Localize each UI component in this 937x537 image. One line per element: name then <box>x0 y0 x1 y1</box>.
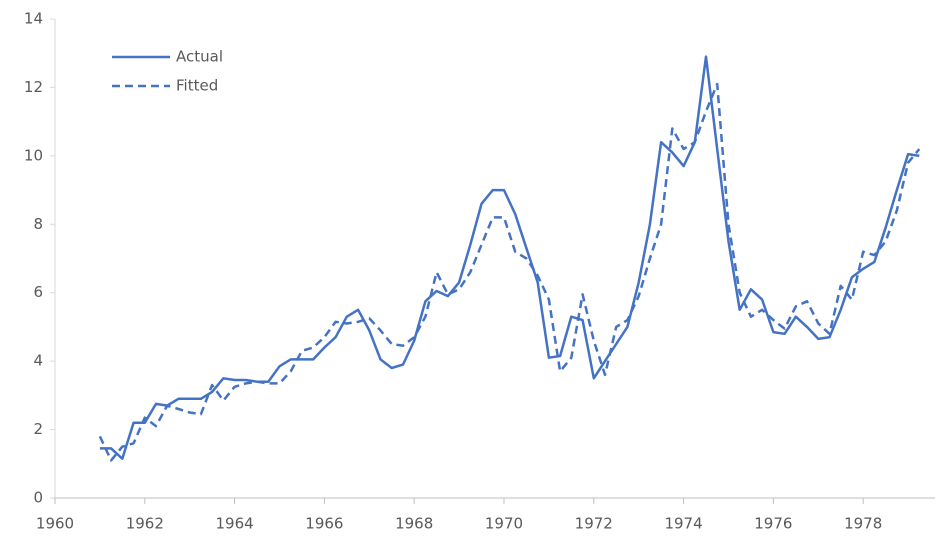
legend-label: Fitted <box>176 77 218 95</box>
x-tick-label: 1976 <box>754 515 792 533</box>
y-tick-label: 6 <box>33 283 43 301</box>
x-tick-label: 1968 <box>395 515 433 533</box>
x-tick-label: 1974 <box>664 515 702 533</box>
y-tick-label: 14 <box>24 10 43 28</box>
x-tick-label: 1978 <box>844 515 882 533</box>
y-tick-label: 10 <box>24 146 43 164</box>
x-tick-label: 1970 <box>485 515 523 533</box>
x-tick-label: 1964 <box>215 515 253 533</box>
series-line <box>99 55 920 460</box>
legend-label: Actual <box>176 48 223 66</box>
y-tick-label: 4 <box>33 352 43 370</box>
y-tick-label: 12 <box>24 78 43 96</box>
x-tick-label: 1972 <box>575 515 613 533</box>
y-tick-label: 2 <box>33 420 43 438</box>
y-tick-label: 8 <box>33 215 43 233</box>
series-line <box>98 82 921 462</box>
y-tick-label: 0 <box>33 489 43 507</box>
x-tick-label: 1962 <box>126 515 164 533</box>
x-tick-label: 1960 <box>36 515 74 533</box>
x-tick-label: 1966 <box>305 515 343 533</box>
